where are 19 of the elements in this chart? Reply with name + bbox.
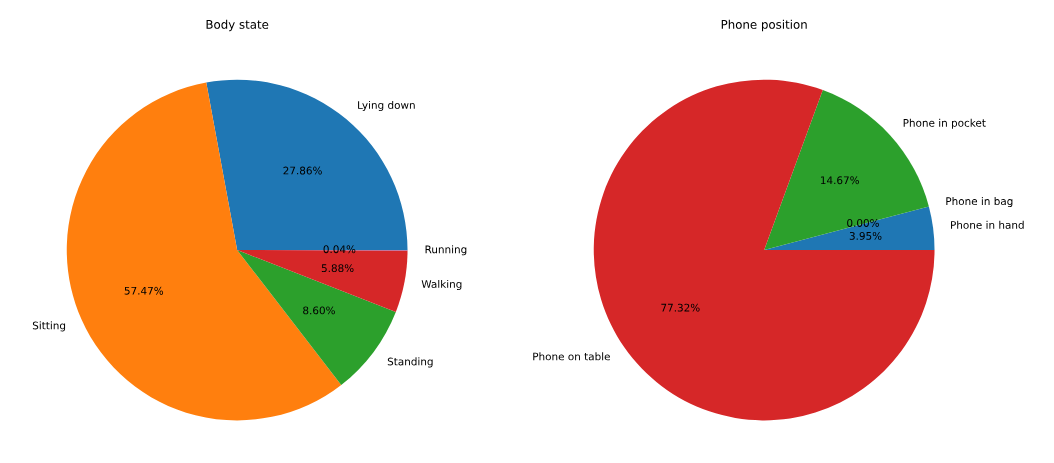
chart-title: Phone position — [721, 19, 807, 32]
slice-label: Running — [425, 245, 467, 256]
chart-title: Body state — [206, 19, 269, 32]
data-label: 14.67% — [820, 176, 859, 185]
slice-label: Walking — [421, 279, 462, 290]
data-label: 5.88% — [321, 264, 354, 273]
slice-label: Sitting — [32, 321, 66, 332]
slice-label: Phone in hand — [951, 220, 1024, 229]
data-label: 77.32% — [661, 303, 700, 312]
pie-slice — [764, 206, 935, 251]
slice-label: Standing — [387, 357, 433, 368]
category-label: Phone in bag — [946, 197, 1013, 208]
slice-label: Phone in pocket — [903, 118, 986, 129]
data-label: 27.86% — [283, 166, 322, 175]
data-label: 3.95% — [849, 231, 882, 240]
slice-label: Phone on table — [533, 352, 610, 361]
data-label: 57.47% — [124, 286, 164, 295]
data-label: 8.60% — [303, 306, 335, 315]
slice-label: Lying down — [358, 100, 415, 112]
